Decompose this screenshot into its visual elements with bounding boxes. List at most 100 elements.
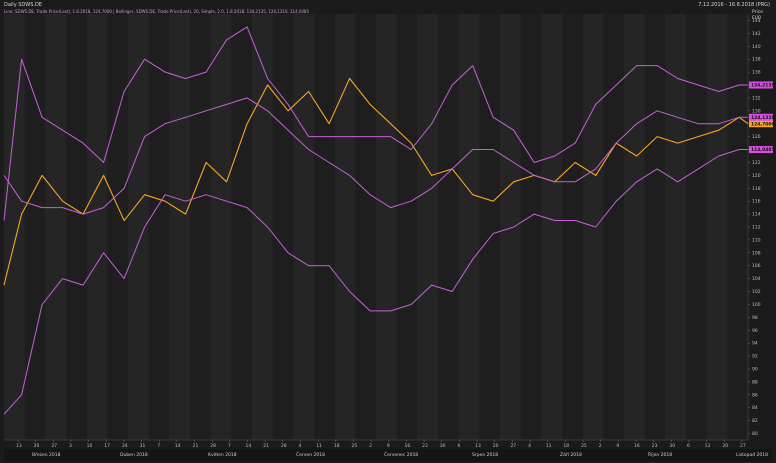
- price-tick-label: 126: [752, 134, 761, 140]
- day-tick-label: 13: [16, 443, 22, 449]
- month-label: Červenec 2018: [384, 451, 418, 458]
- grid-band: [458, 14, 480, 440]
- month-label: Duben 2018: [120, 452, 148, 458]
- day-tick-label: 30: [440, 443, 446, 449]
- day-tick-label: 6: [457, 443, 460, 449]
- price-tick-label: 98: [752, 315, 758, 321]
- price-tick-label: 108: [752, 250, 761, 256]
- price-tick-label: 118: [752, 186, 761, 192]
- price-tick-label: 144: [752, 18, 761, 24]
- day-tick-label: 18: [563, 443, 569, 449]
- series-line-upper: [3, 26, 748, 221]
- day-tick-label: 24: [122, 443, 128, 449]
- day-tick-label: 10: [87, 443, 93, 449]
- price-badge: 124,1310: [749, 113, 775, 121]
- price-tick-label: 132: [752, 95, 761, 101]
- price-tick-label: 116: [752, 199, 761, 205]
- price-badge-label: 124,7000: [751, 121, 775, 127]
- price-badge-label: 114,0485: [751, 147, 775, 153]
- price-tick-label: 84: [752, 405, 758, 411]
- price-tick-label: 114: [752, 212, 761, 218]
- price-badge-label: 124,1310: [751, 115, 775, 121]
- price-tick-label: 130: [752, 108, 761, 114]
- grid-band: [417, 14, 438, 440]
- price-axis: 1441421401381361341321301281261241221201…: [747, 14, 775, 440]
- month-label: Říjen 2018: [648, 450, 672, 458]
- grid-band: [582, 14, 604, 440]
- price-tick-label: 86: [752, 392, 758, 398]
- price-tick-label: 80: [752, 431, 758, 437]
- day-tick-label: 28: [281, 443, 287, 449]
- price-tick-label: 90: [752, 367, 758, 373]
- chart-series: [3, 26, 749, 415]
- day-tick-label: 16: [404, 443, 410, 449]
- day-tick-label: 25: [352, 443, 358, 449]
- month-label: Srpen 2018: [472, 452, 498, 458]
- price-tick-label: 102: [752, 289, 761, 295]
- price-tick-label: 88: [752, 379, 758, 385]
- series-line-middle: [3, 97, 748, 215]
- price-tick-label: 96: [752, 328, 758, 334]
- day-tick-label: 11: [546, 443, 552, 449]
- day-tick-label: 4: [299, 443, 302, 449]
- day-tick-label: 14: [175, 443, 181, 449]
- price-tick-label: 122: [752, 160, 761, 166]
- series-line-sdws-de: [3, 77, 749, 286]
- day-tick-label: 2: [599, 443, 602, 449]
- day-tick-label: 7: [228, 443, 231, 449]
- day-tick-label: 13: [705, 443, 711, 449]
- day-tick-label: 23: [422, 443, 428, 449]
- day-tick-label: 27: [740, 443, 746, 449]
- day-tick-label: 9: [616, 443, 619, 449]
- price-tick-label: 140: [752, 44, 761, 50]
- price-tick-label: 92: [752, 354, 758, 360]
- price-badge-bg: [749, 120, 773, 128]
- grid-band: [376, 14, 397, 440]
- price-badge-label: 134,2135: [751, 83, 775, 89]
- time-axis: 13 20 27 3 10 17 24 31 7 14 21 28 7 14 21 28 4 11 18 25 2 9 16…: [4, 439, 772, 461]
- price-tick-label: 100: [752, 302, 761, 308]
- grid-band: [128, 14, 149, 440]
- day-tick-label: 17: [104, 443, 110, 449]
- day-tick-label: 9: [387, 443, 390, 449]
- axis-title: Price: [752, 10, 763, 15]
- grid-band: [293, 14, 314, 440]
- day-tick-label: 23: [652, 443, 658, 449]
- price-badge-bg: [749, 113, 773, 121]
- price-badge-bg: [749, 81, 773, 89]
- day-tick-label: 14: [246, 443, 252, 449]
- price-tick-label: 82: [752, 418, 758, 424]
- price-tick-label: 142: [752, 31, 761, 37]
- day-tick-label: 16: [634, 443, 640, 449]
- month-strip: [4, 449, 772, 461]
- day-tick-label: 3: [69, 443, 72, 449]
- grid-band: [624, 14, 645, 440]
- grid-band: [210, 14, 232, 440]
- day-tick-label: 27: [51, 443, 57, 449]
- day-tick-label: 27: [510, 443, 516, 449]
- price-badge: 134,2135: [749, 81, 775, 89]
- day-tick-label: 25: [581, 443, 587, 449]
- date-range: 7.12.2016 - 16.8.2018 (PRG): [698, 2, 770, 8]
- grid-band: [541, 14, 562, 440]
- day-tick-label: 28: [210, 443, 216, 449]
- grid-band: [500, 14, 521, 440]
- day-tick-label: 6: [687, 443, 690, 449]
- grid-band: [252, 14, 273, 440]
- month-label: Září 2018: [560, 451, 582, 458]
- day-tick-label: 21: [193, 443, 199, 449]
- price-tick-label: 106: [752, 263, 761, 269]
- day-tick-label: 20: [493, 443, 499, 449]
- day-tick-label: 21: [263, 443, 269, 449]
- day-tick-label: 7: [157, 443, 160, 449]
- price-badge: 124,7000: [749, 120, 775, 127]
- grid-band: [706, 14, 728, 440]
- day-tick-label: 2: [369, 443, 372, 449]
- grid-band: [334, 14, 356, 440]
- day-tick-label: 20: [722, 443, 728, 449]
- day-tick-label: 11: [316, 443, 322, 449]
- price-tick-label: 94: [752, 341, 758, 347]
- day-tick-label: 4: [528, 443, 531, 449]
- price-tick-label: 110: [752, 237, 761, 243]
